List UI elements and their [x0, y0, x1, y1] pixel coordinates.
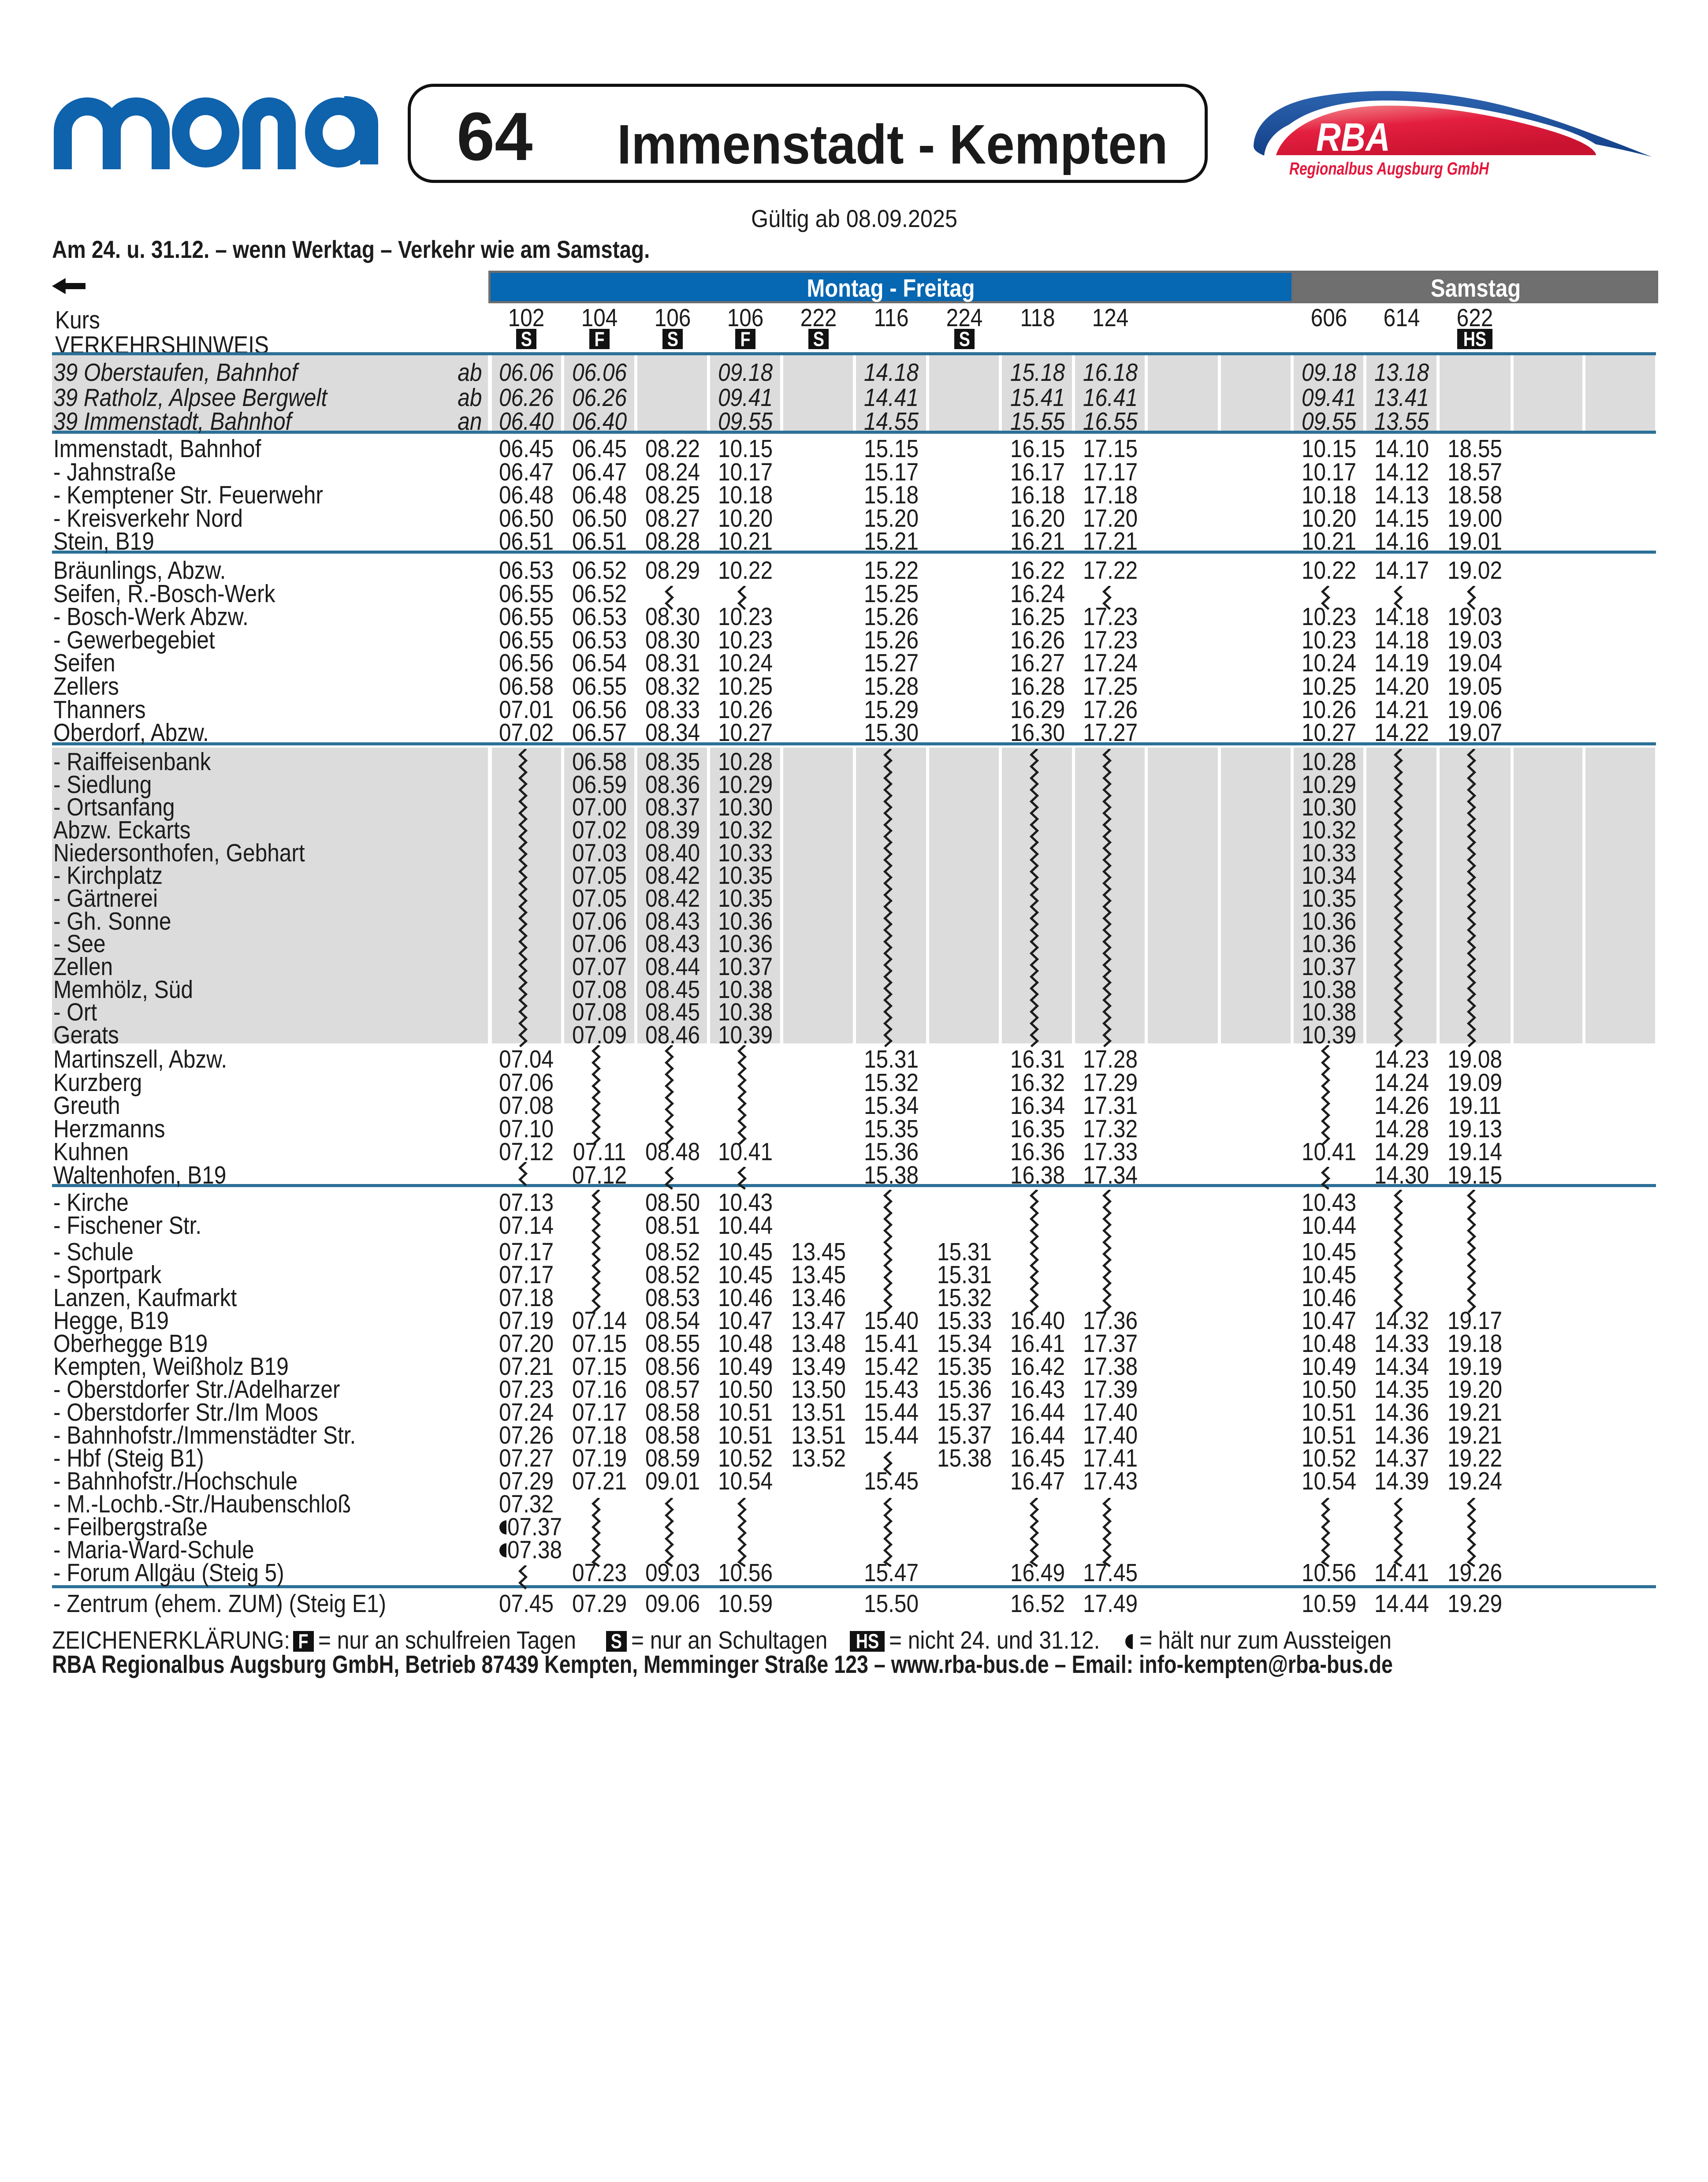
- svg-text:RBA: RBA: [1316, 115, 1390, 160]
- svg-text:Regionalbus Augsburg GmbH: Regionalbus Augsburg GmbH: [1289, 159, 1489, 179]
